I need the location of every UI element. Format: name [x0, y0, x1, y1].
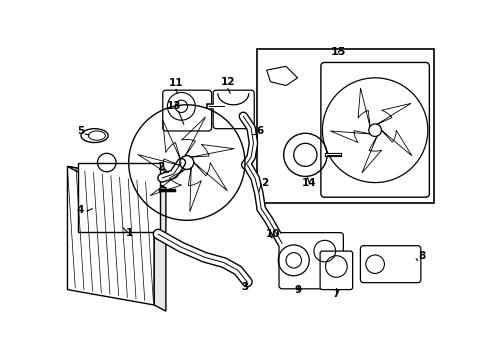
- Text: 8: 8: [418, 251, 425, 261]
- Text: 12: 12: [220, 77, 235, 87]
- Text: 15: 15: [330, 47, 345, 57]
- Text: 14: 14: [302, 177, 317, 188]
- Polygon shape: [68, 166, 154, 305]
- Text: 3: 3: [241, 282, 248, 292]
- Text: 9: 9: [294, 285, 301, 296]
- Text: 10: 10: [266, 229, 280, 239]
- Text: 13: 13: [167, 101, 181, 111]
- Bar: [78, 163, 160, 232]
- Text: 2: 2: [261, 177, 268, 188]
- Text: 4: 4: [77, 204, 84, 215]
- FancyBboxPatch shape: [321, 62, 429, 197]
- Polygon shape: [68, 166, 166, 188]
- FancyBboxPatch shape: [279, 233, 343, 289]
- FancyBboxPatch shape: [320, 251, 353, 289]
- Polygon shape: [154, 182, 166, 311]
- Text: 2: 2: [157, 162, 164, 172]
- Text: 7: 7: [333, 289, 340, 299]
- FancyBboxPatch shape: [361, 246, 421, 283]
- Bar: [257, 49, 434, 203]
- Text: 6: 6: [257, 126, 264, 136]
- Text: 1: 1: [126, 228, 133, 238]
- FancyBboxPatch shape: [213, 90, 254, 129]
- Text: 11: 11: [169, 77, 183, 87]
- Text: 5: 5: [77, 126, 84, 136]
- FancyBboxPatch shape: [163, 90, 212, 131]
